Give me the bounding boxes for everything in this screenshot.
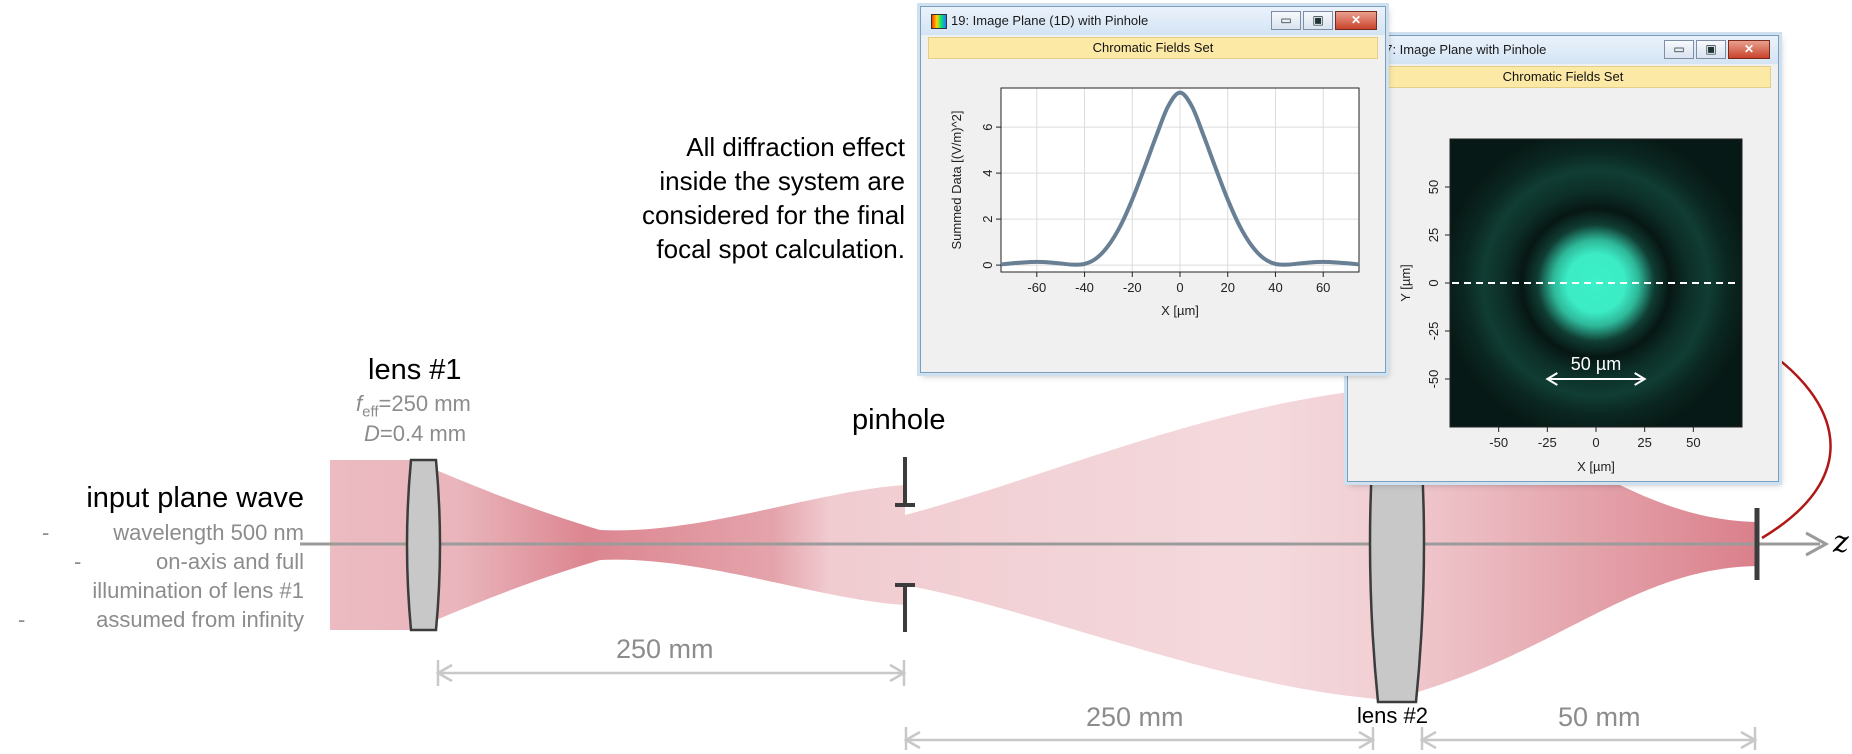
x-tick-label: -50 <box>1489 435 1508 450</box>
item-dash: - <box>18 607 26 632</box>
app-icon <box>931 14 947 29</box>
f-symbol: f <box>356 391 363 416</box>
axis-label: z <box>1833 525 1849 560</box>
maximize-button[interactable]: ▣ <box>1696 40 1726 59</box>
distance-label-1: 250 mm <box>616 634 714 664</box>
image-plane-1d-window[interactable]: 19: Image Plane (1D) with Pinhole ▭ ▣ ✕ … <box>920 6 1386 373</box>
x-tick-label: 0 <box>1176 280 1183 295</box>
input-details: - wavelength 500 nm - on-axis and full i… <box>0 520 304 636</box>
note-line: considered for the final <box>641 200 905 230</box>
x-tick-label: 40 <box>1268 280 1282 295</box>
maximize-button[interactable]: ▣ <box>1303 11 1333 30</box>
lens-1 <box>405 458 442 632</box>
lens-1-focal-length: feff=250 mm <box>356 391 471 420</box>
input-title: input plane wave <box>86 482 304 514</box>
summed-data-curve <box>1000 90 1360 267</box>
x-tick-label: 60 <box>1316 280 1330 295</box>
distance-label-3: 50 mm <box>1558 702 1641 732</box>
input-item: - assumed from infinity <box>0 607 304 636</box>
x-axis-label: X [µm] <box>1161 303 1199 318</box>
lens-2-title: lens #2 <box>1357 703 1428 728</box>
note-line: inside the system are <box>659 166 905 196</box>
x-tick-label: 50 <box>1686 435 1700 450</box>
lens-1-title: lens #1 <box>368 354 462 386</box>
focal-spot-arrow <box>1757 343 1832 540</box>
x-tick-label: -40 <box>1075 280 1094 295</box>
d-symbol: D <box>364 421 380 446</box>
minimize-button[interactable]: ▭ <box>1664 40 1694 59</box>
window-controls: ▭ ▣ ✕ <box>1269 11 1377 30</box>
x-tick-label: 20 <box>1220 280 1234 295</box>
scale-bar-arrowhead <box>1634 372 1647 386</box>
distance-label-2: 250 mm <box>1086 702 1184 732</box>
note-line: focal spot calculation. <box>656 234 905 264</box>
f-subscript: eff <box>362 403 379 421</box>
lens-1-diameter: D=0.4 mm <box>364 421 466 447</box>
dimension-line-3 <box>1419 727 1758 750</box>
y-tick-label: 0 <box>980 261 995 268</box>
plot-frame <box>1000 87 1360 273</box>
x-tick-label: -60 <box>1027 280 1046 295</box>
dimension-line-2 <box>903 727 1376 750</box>
y-tick-label: 4 <box>980 169 995 176</box>
diffraction-note: All diffraction effect inside the system… <box>580 130 905 266</box>
input-item: - on-axis and full <box>0 549 304 578</box>
y-tick-label: 0 <box>1426 279 1441 286</box>
x-tick-label: 0 <box>1592 435 1599 450</box>
y-tick-label: 6 <box>980 123 995 130</box>
pinhole-title: pinhole <box>852 404 946 436</box>
window-title: 17: Image Plane with Pinhole <box>1378 42 1547 57</box>
dimension-line-1 <box>435 660 907 686</box>
chromatic-fields-bar: Chromatic Fields Set <box>1355 66 1771 88</box>
y-tick-label: 25 <box>1426 228 1441 242</box>
image-plane-2d-window[interactable]: 17: Image Plane with Pinhole ▭ ▣ ✕ Chrom… <box>1347 35 1779 482</box>
x-tick-label: -25 <box>1538 435 1557 450</box>
y-axis-label: Summed Data [(V/m)^2] <box>949 110 964 249</box>
chromatic-fields-bar: Chromatic Fields Set <box>928 37 1378 59</box>
input-item: - wavelength 500 nm <box>0 520 304 549</box>
window-controls: ▭ ▣ ✕ <box>1662 40 1770 59</box>
input-item: illumination of lens #1 <box>0 578 304 607</box>
scale-bar-label: 50 µm <box>1571 354 1621 374</box>
pinhole-stop <box>895 457 915 632</box>
scale-bar-arrowhead <box>1545 372 1558 386</box>
y-tick-label: 2 <box>980 215 995 222</box>
map-frame <box>1449 138 1743 428</box>
intensity-map-chart[interactable]: 50 µm -50 -25 0 25 50 50 25 0 -25 -50 X [µm] Y [µm] <box>1348 91 1778 481</box>
y-tick-label: 50 <box>1426 180 1441 194</box>
item-dash: - <box>74 549 82 574</box>
x-tick-label: 25 <box>1637 435 1651 450</box>
item-text: wavelength 500 nm <box>113 520 304 545</box>
item-dash: - <box>42 520 50 545</box>
y-tick-label: -50 <box>1426 370 1441 389</box>
item-text: illumination of lens #1 <box>92 578 304 603</box>
line-profile-chart[interactable]: -60 -40 -20 0 20 40 60 0 2 4 6 X [µm] Summed Data [(… <box>921 62 1385 362</box>
x-axis-label: X [µm] <box>1577 459 1615 474</box>
close-button[interactable]: ✕ <box>1728 40 1770 59</box>
axis-arrowhead <box>1805 531 1830 557</box>
item-text: on-axis and full <box>156 549 304 574</box>
d-value: =0.4 mm <box>379 421 467 446</box>
x-tick-label: -20 <box>1123 280 1142 295</box>
y-tick-label: -25 <box>1426 322 1441 341</box>
window-title: 19: Image Plane (1D) with Pinhole <box>951 13 1149 28</box>
close-button[interactable]: ✕ <box>1335 11 1377 30</box>
item-text: assumed from infinity <box>96 607 304 632</box>
minimize-button[interactable]: ▭ <box>1271 11 1301 30</box>
f-value: =250 mm <box>378 391 471 416</box>
y-axis-label: Y [µm] <box>1398 264 1413 302</box>
note-line: All diffraction effect <box>686 132 905 162</box>
